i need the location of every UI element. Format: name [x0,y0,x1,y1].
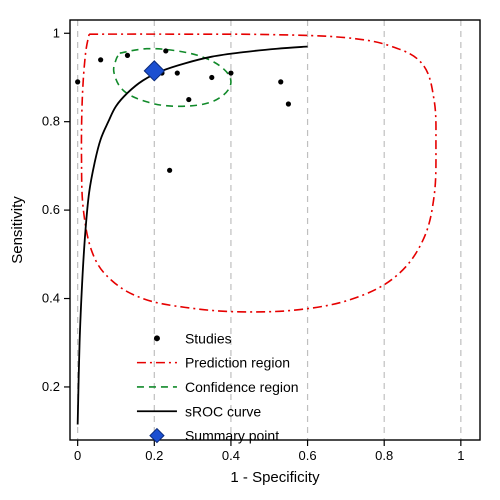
study-point [278,79,283,84]
x-tick-label: 0.2 [145,448,163,463]
x-axis-label: 1 - Specificity [230,469,320,486]
study-point [163,48,168,53]
study-point [98,57,103,62]
y-tick-label: 0.6 [42,202,60,217]
x-tick-label: 0.8 [375,448,393,463]
x-tick-label: 0.6 [299,448,317,463]
y-tick-label: 0.2 [42,379,60,394]
legend-label: Summary point [185,428,279,444]
x-tick-label: 0.4 [222,448,240,463]
y-axis-label: Sensitivity [9,196,26,264]
legend-marker-studies [154,335,160,341]
legend-label: Confidence region [185,379,299,395]
x-tick-label: 1 [457,448,464,463]
study-point [209,75,214,80]
legend-label: Prediction region [185,355,290,371]
study-point [167,168,172,173]
legend-label: sROC curve [185,403,261,419]
legend-label: Studies [185,330,232,346]
study-point [228,70,233,75]
y-tick-label: 1 [53,25,60,40]
study-point [286,101,291,106]
plot-bg [0,0,500,500]
study-point [175,70,180,75]
study-point [186,97,191,102]
y-tick-label: 0.8 [42,114,60,129]
study-point [125,53,130,58]
x-tick-label: 0 [74,448,81,463]
y-tick-label: 0.4 [42,291,60,306]
chart-svg: 0 0.2 0.4 0.6 0.8 1 0.2 0.4 0.6 0.8 1 1 - Specifici… [0,0,500,500]
sroc-chart: 0 0.2 0.4 0.6 0.8 1 0.2 0.4 0.6 0.8 1 1 - Specifici… [0,0,500,500]
study-point [75,79,80,84]
